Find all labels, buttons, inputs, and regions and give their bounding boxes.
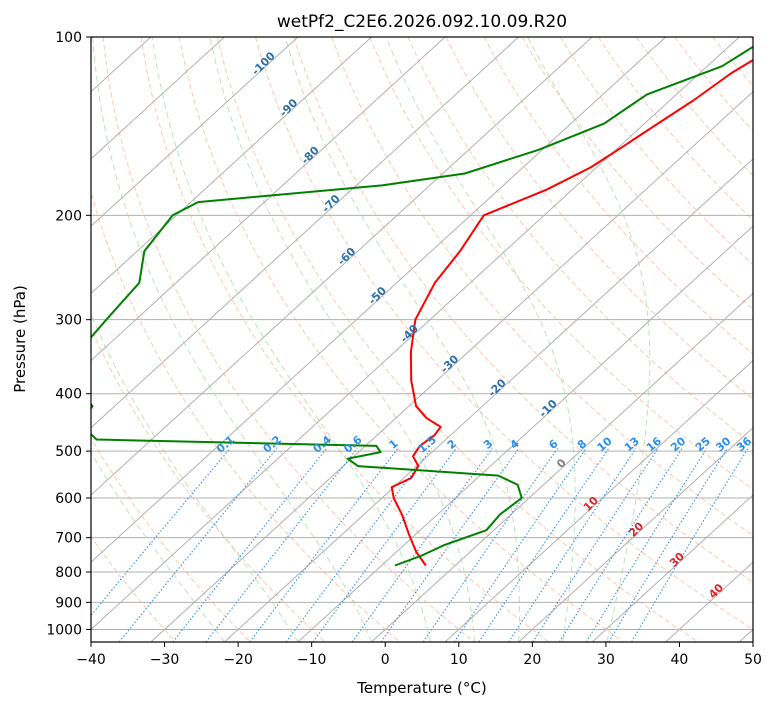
y-tick-label: 500 [55,444,82,460]
isotherm-line [91,37,740,631]
dry-adiabat-line [140,37,550,642]
moist-adiabat-line [284,37,520,642]
x-tick-label: −20 [223,652,253,668]
isotherm-line [91,37,225,160]
mixing-ratio-line [312,448,457,642]
x-axis-title: Temperature (°C) [356,679,486,697]
isotherm-line [518,427,753,642]
dry-adiabat-line [91,437,251,642]
plot-area [91,37,753,642]
dry-adiabat-line [521,37,753,310]
isotherm-line [91,37,519,429]
moist-adiabat-line [209,37,475,642]
dry-adiabat-line [369,37,753,491]
dry-adiabat-line [178,37,624,642]
y-tick-label: 400 [55,387,82,403]
x-tick-label: 10 [450,652,468,668]
y-tick-label: 1000 [46,622,82,638]
y-tick-label: 800 [55,565,82,581]
isotherm-line [371,292,753,642]
dry-adiabat-line [91,535,177,642]
dry-adiabat-line [255,37,753,630]
profile-lines [91,45,753,567]
isotherm-line [91,37,667,563]
chart-title: wetPf2_C2E6.2026.092.10.09.R20 [277,12,567,32]
y-tick-label: 200 [55,208,82,224]
x-tick-label: 0 [381,652,390,668]
moist-adiabat-line [527,37,651,642]
mixing-ratio-label: 36 [734,434,754,454]
mixing-ratio-line [249,448,399,642]
isotherm-line [297,225,753,642]
x-tick-label: 50 [744,652,762,668]
y-tick-label: 100 [55,30,82,46]
mixing-ratio-line [351,448,493,642]
mixing-ratio-line [532,448,659,642]
y-tick-label: 600 [55,491,82,507]
temperature-profile-line [390,58,753,567]
y-tick-label: 700 [55,531,82,547]
isotherm-line [91,37,372,295]
isotherm-line [150,90,753,642]
x-tick-label: −30 [150,652,180,668]
moist-adiabat-line [385,37,576,642]
isotherm-line [444,359,753,642]
mixing-ratio-line [422,448,559,642]
mixing-ratio-line [453,448,587,642]
x-tick-label: −40 [76,652,106,668]
dewpoint-profile-line [91,45,753,567]
dry-adiabat-line [216,37,699,642]
mixing-ratio-line [118,448,278,642]
isotherm-line [591,494,753,642]
isotherm-line [91,37,593,496]
moist-adiabat-line [151,37,431,642]
y-tick-label: 300 [55,313,82,329]
mixing-ratio-line [585,448,708,642]
background-lines [91,37,753,642]
mixing-ratio-line [91,448,231,617]
y-axis-title: Pressure (hPa) [11,285,29,393]
mixing-ratio-line [205,448,358,642]
isotherm-line [91,37,299,227]
isotherm-line [224,158,753,642]
dry-adiabat-line [102,37,475,642]
x-tick-label: 30 [597,652,615,668]
x-tick-label: 40 [671,652,689,668]
x-tick-label: 20 [523,652,541,668]
moist-adiabat-line [92,37,372,642]
mixing-ratio-line [631,448,749,642]
y-tick-label: 900 [55,595,82,611]
x-tick-label: −10 [297,652,327,668]
mixing-ratio-line [508,448,637,642]
axes: −40 −30 −20 −10 0 10 20 30 40 50 100 200 300 400 500 60… [46,30,762,668]
isotherm-line [91,37,446,362]
moist-adiabat-line [91,452,225,642]
mixing-ratio-line [608,448,728,642]
mixing-ratio-line [478,448,610,642]
mixing-ratio-line [285,448,432,642]
dry-adiabat-line [91,190,401,642]
mixing-ratio-line [380,448,520,642]
plot-frame [90,36,754,643]
